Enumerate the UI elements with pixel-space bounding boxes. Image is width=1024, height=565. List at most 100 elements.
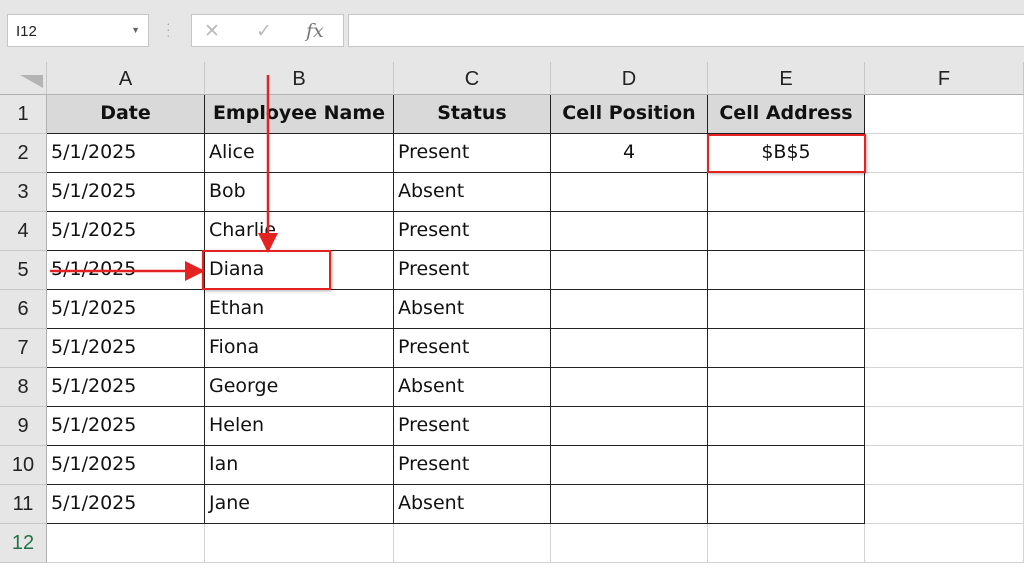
column-header-E[interactable]: E (708, 62, 865, 95)
column-header-D[interactable]: D (551, 62, 708, 95)
row-header-7[interactable]: 7 (0, 329, 47, 368)
cell-E6[interactable] (708, 290, 865, 329)
cell-E1[interactable]: Cell Address (708, 95, 865, 134)
select-all-button[interactable] (0, 62, 47, 95)
cell-B4[interactable]: Charlie (205, 212, 394, 251)
highlight-diana-cell (202, 250, 331, 290)
cell-C5[interactable]: Present (394, 251, 551, 290)
cell-A9[interactable]: 5/1/2025 (47, 407, 205, 446)
cell-C11[interactable]: Absent (394, 485, 551, 524)
cell-C4[interactable]: Present (394, 212, 551, 251)
cell-E4[interactable] (708, 212, 865, 251)
cell-B2[interactable]: Alice (205, 134, 394, 173)
cell-B3[interactable]: Bob (205, 173, 394, 212)
cell-B11[interactable]: Jane (205, 485, 394, 524)
cell-F11[interactable] (865, 485, 1024, 524)
row-header-4[interactable]: 4 (0, 212, 47, 251)
column-header-B[interactable]: B (205, 62, 394, 95)
cell-C7[interactable]: Present (394, 329, 551, 368)
row-header-3[interactable]: 3 (0, 173, 47, 212)
cell-D3[interactable] (551, 173, 708, 212)
cell-D12[interactable] (551, 524, 708, 563)
cell-D10[interactable] (551, 446, 708, 485)
cell-A12[interactable] (47, 524, 205, 563)
cell-D1[interactable]: Cell Position (551, 95, 708, 134)
cell-A10[interactable]: 5/1/2025 (47, 446, 205, 485)
cell-A2[interactable]: 5/1/2025 (47, 134, 205, 173)
cancel-icon[interactable]: ✕ (204, 21, 220, 42)
cell-D8[interactable] (551, 368, 708, 407)
cell-A5[interactable]: 5/1/2025 (47, 251, 205, 290)
cell-D4[interactable] (551, 212, 708, 251)
row-header-1[interactable]: 1 (0, 95, 47, 134)
row-header-2[interactable]: 2 (0, 134, 47, 173)
cell-A11[interactable]: 5/1/2025 (47, 485, 205, 524)
cell-C10[interactable]: Present (394, 446, 551, 485)
cell-D2[interactable]: 4 (551, 134, 708, 173)
cell-B10[interactable]: Ian (205, 446, 394, 485)
enter-icon[interactable]: ✓ (256, 21, 272, 42)
cell-A3[interactable]: 5/1/2025 (47, 173, 205, 212)
formula-input[interactable] (348, 14, 1024, 47)
cell-E7[interactable] (708, 329, 865, 368)
cell-E5[interactable] (708, 251, 865, 290)
cell-D11[interactable] (551, 485, 708, 524)
cell-C9[interactable]: Present (394, 407, 551, 446)
cell-C8[interactable]: Absent (394, 368, 551, 407)
cell-F3[interactable] (865, 173, 1024, 212)
row-header-9[interactable]: 9 (0, 407, 47, 446)
cell-F2[interactable] (865, 134, 1024, 173)
chevron-down-icon[interactable]: ▼ (131, 25, 140, 35)
cell-B1[interactable]: Employee Name (205, 95, 394, 134)
cell-C12[interactable] (394, 524, 551, 563)
cell-B9[interactable]: Helen (205, 407, 394, 446)
formula-buttons: ✕ ✓ fx (191, 14, 344, 47)
column-header-F[interactable]: F (865, 62, 1024, 95)
cell-C2[interactable]: Present (394, 134, 551, 173)
cell-B7[interactable]: Fiona (205, 329, 394, 368)
cell-F9[interactable] (865, 407, 1024, 446)
cell-C1[interactable]: Status (394, 95, 551, 134)
cell-B6[interactable]: Ethan (205, 290, 394, 329)
row-header-11[interactable]: 11 (0, 485, 47, 524)
insert-function-icon[interactable]: fx (306, 20, 324, 42)
cell-D6[interactable] (551, 290, 708, 329)
cell-A4[interactable]: 5/1/2025 (47, 212, 205, 251)
row-header-8[interactable]: 8 (0, 368, 47, 407)
cell-C3[interactable]: Absent (394, 173, 551, 212)
cell-E10[interactable] (708, 446, 865, 485)
row-header-12[interactable]: 12 (0, 524, 47, 563)
cell-A7[interactable]: 5/1/2025 (47, 329, 205, 368)
cell-D9[interactable] (551, 407, 708, 446)
column-header-A[interactable]: A (47, 62, 205, 95)
name-box[interactable]: I12 ▼ (7, 14, 149, 47)
cell-A6[interactable]: 5/1/2025 (47, 290, 205, 329)
cell-F4[interactable] (865, 212, 1024, 251)
formula-toolbar: I12 ▼ · · · ✕ ✓ fx (0, 0, 1024, 62)
row-header-6[interactable]: 6 (0, 290, 47, 329)
cell-B8[interactable]: George (205, 368, 394, 407)
cell-E8[interactable] (708, 368, 865, 407)
drag-handle-icon[interactable]: · · · (166, 15, 171, 43)
cell-A1[interactable]: Date (47, 95, 205, 134)
cell-C6[interactable]: Absent (394, 290, 551, 329)
column-header-C[interactable]: C (394, 62, 551, 95)
cell-E9[interactable] (708, 407, 865, 446)
name-box-value: I12 (16, 23, 37, 40)
cell-F5[interactable] (865, 251, 1024, 290)
cell-D7[interactable] (551, 329, 708, 368)
cell-F6[interactable] (865, 290, 1024, 329)
cell-E11[interactable] (708, 485, 865, 524)
cell-E3[interactable] (708, 173, 865, 212)
row-header-5[interactable]: 5 (0, 251, 47, 290)
cell-F12[interactable] (865, 524, 1024, 563)
cell-D5[interactable] (551, 251, 708, 290)
row-header-10[interactable]: 10 (0, 446, 47, 485)
cell-F1[interactable] (865, 95, 1024, 134)
cell-B12[interactable] (205, 524, 394, 563)
cell-F8[interactable] (865, 368, 1024, 407)
cell-F10[interactable] (865, 446, 1024, 485)
cell-A8[interactable]: 5/1/2025 (47, 368, 205, 407)
cell-F7[interactable] (865, 329, 1024, 368)
cell-E12[interactable] (708, 524, 865, 563)
